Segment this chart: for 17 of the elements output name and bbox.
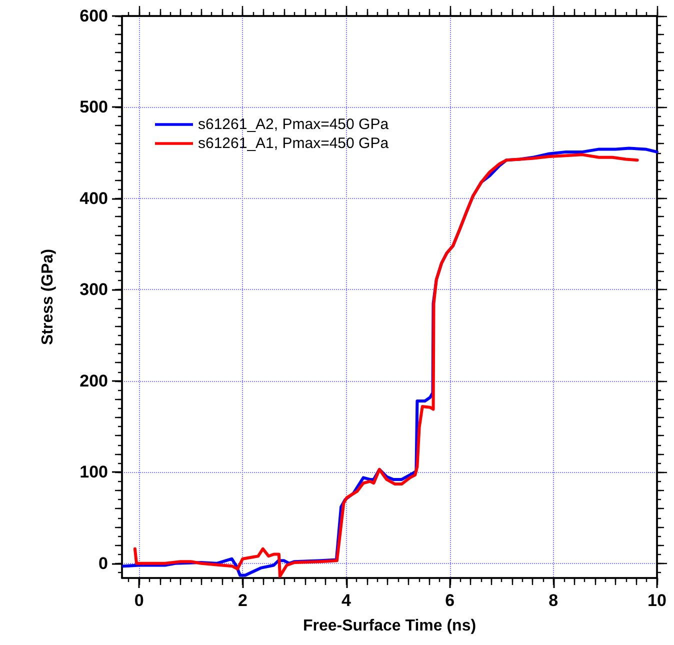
x-tick-label: 4 — [342, 591, 352, 610]
x-tick-label: 6 — [445, 591, 455, 610]
y-tick-label: 500 — [80, 98, 108, 117]
legend-label: s61261_A2, Pmax=450 GPa — [198, 116, 390, 133]
y-tick-label: 0 — [98, 554, 108, 573]
y-tick-label: 100 — [80, 462, 108, 482]
y-tick-label: 200 — [80, 371, 108, 390]
x-tick-label: 10 — [648, 591, 666, 610]
y-tick-label: 600 — [80, 6, 108, 26]
x-axis-title: Free-Surface Time (ns) — [302, 618, 476, 634]
legend-label: s61261_A1, Pmax=450 GPa — [198, 135, 390, 152]
x-tick-label: 8 — [548, 591, 558, 610]
y-axis-title: Stress (GPa) — [40, 248, 56, 346]
x-tick-label: 2 — [238, 591, 248, 610]
x-tick-label: 0 — [134, 591, 144, 610]
y-tick-label: 300 — [80, 280, 108, 300]
y-tick-label: 400 — [80, 188, 108, 208]
